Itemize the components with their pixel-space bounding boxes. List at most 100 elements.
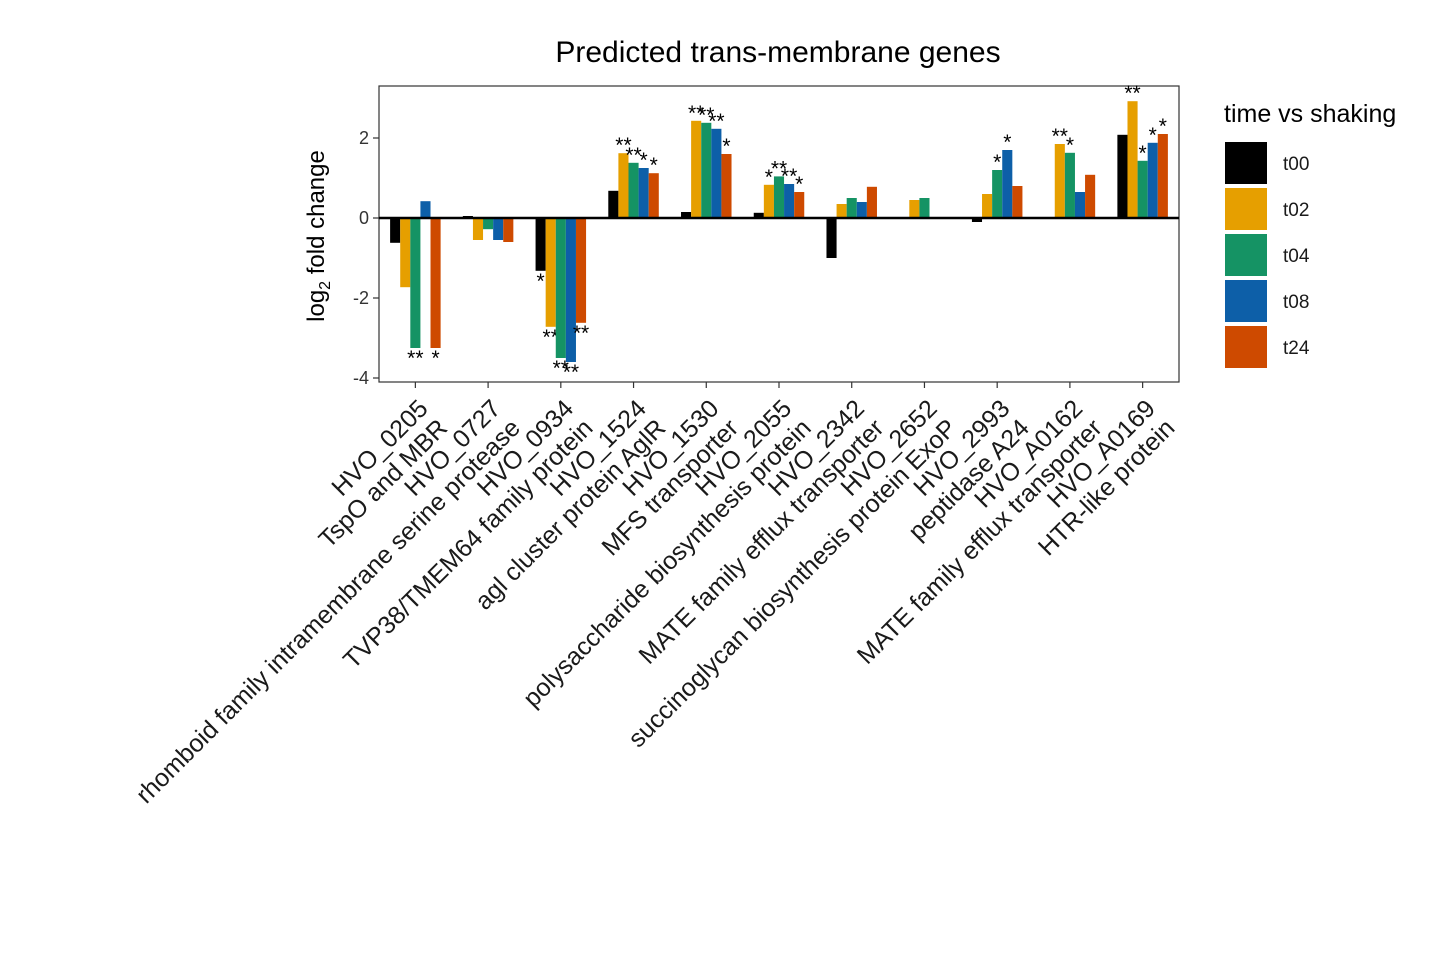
y-tick-label: -4 (353, 368, 369, 388)
significance-label: * (993, 151, 1001, 174)
legend-key-t08 (1225, 280, 1267, 322)
legend-label-t08: t08 (1283, 292, 1309, 313)
bar-t04-HVO_1524 (628, 162, 639, 218)
significance-label: * (1003, 131, 1011, 154)
significance-label: ** (1124, 82, 1140, 105)
bar-t02-HVO_0934 (545, 218, 556, 327)
bar-t00-HVO_2993 (971, 218, 983, 222)
bar-t24-HVO_A0162 (1085, 174, 1096, 218)
bar-t00-HVO_1530 (681, 212, 692, 218)
bar-t02-HVO_1530 (691, 120, 702, 218)
bar-t08-HVO_2055 (784, 184, 795, 218)
significance-label: * (1159, 115, 1167, 138)
significance-label: ** (708, 110, 724, 133)
chart-title: Predicted trans-membrane genes (555, 36, 1000, 69)
bar-t04-HVO_0205 (410, 218, 421, 348)
bar-t00-HVO_1524 (608, 190, 619, 218)
bar-t04-HVO_A0162 (1064, 152, 1075, 218)
bar-t02-HVO_1524 (618, 153, 629, 218)
bar-t04-HVO_0727 (483, 218, 494, 230)
legend-label-t24: t24 (1283, 338, 1310, 359)
significance-label: ** (771, 157, 787, 180)
y-axis-title-main: log (303, 290, 330, 322)
significance-label: ** (553, 357, 569, 380)
significance-label: ** (573, 322, 589, 345)
bar-t00-HVO_2342 (826, 218, 837, 258)
significance-label: ** (543, 326, 559, 349)
y-axis-title-rest: fold change (303, 150, 330, 281)
significance-label: ** (1052, 125, 1068, 148)
bar-t04-HVO_A0169 (1137, 160, 1148, 218)
bar-t08-HVO_A0169 (1147, 142, 1158, 218)
x-tick-label-HVO_0727: HVO_0727rhomboid family intramembrane se… (111, 394, 526, 809)
bar-t02-HVO_0727 (472, 218, 484, 240)
bar-t08-HVO_1524 (638, 168, 649, 218)
significance-label: * (640, 149, 648, 172)
bar-t02-HVO_A0169 (1127, 101, 1138, 218)
bar-t04-HVO_2342 (846, 198, 857, 218)
bar-t04-HVO_0934 (555, 218, 566, 358)
significance-label: * (722, 135, 730, 158)
bar-t24-HVO_2993 (1012, 186, 1023, 218)
legend-label-t02: t02 (1283, 200, 1309, 221)
significance-label: * (765, 166, 773, 189)
legend-key-t02 (1225, 188, 1267, 230)
y-tick-label: -2 (353, 288, 369, 308)
y-tick-label: 2 (359, 128, 369, 148)
bar-t02-HVO_2993 (982, 194, 993, 218)
bar-t24-HVO_2342 (866, 186, 877, 218)
legend-title: time vs shaking (1224, 100, 1396, 128)
plot-area: -4-202************** ******** ** ********* *… (111, 82, 1181, 809)
bar-t02-HVO_2652 (909, 200, 920, 218)
bar-t00-HVO_A0169 (1117, 134, 1128, 218)
bar-t08-HVO_0727 (493, 218, 504, 240)
significance-label: * (795, 173, 803, 196)
bar-t04-HVO_2993 (992, 170, 1003, 218)
significance-label: ** (563, 361, 579, 384)
gene-description: rhomboid family intramembrane serine pro… (131, 414, 526, 809)
significance-label: ** (688, 102, 704, 125)
y-axis-title-subscript: 2 (317, 281, 334, 290)
bar-t24-HVO_A0169 (1157, 134, 1168, 218)
y-axis-title: log2 fold change (303, 150, 334, 322)
legend-label-t04: t04 (1283, 246, 1310, 267)
bar-t02-HVO_0205 (400, 218, 411, 288)
significance-label: * (1149, 124, 1157, 147)
significance-label: ** (625, 144, 641, 167)
bar-t02-HVO_2342 (836, 204, 847, 218)
bar-t08-HVO_A0162 (1074, 192, 1086, 218)
bar-t24-HVO_2055 (794, 192, 805, 218)
bar-t02-HVO_2055 (763, 184, 774, 218)
legend-key-t24 (1225, 326, 1267, 368)
bar-t00-HVO_0205 (390, 218, 401, 243)
significance-label: ** (407, 347, 423, 370)
bar-t00-HVO_0934 (535, 218, 546, 271)
bar-t08-HVO_2993 (1002, 150, 1013, 218)
significance-label: * (650, 154, 658, 177)
bar-t00-HVO_2055 (753, 212, 764, 218)
bar-t24-HVO_0934 (575, 218, 587, 323)
legend-key-t04 (1225, 234, 1267, 276)
significance-label: * (537, 270, 545, 293)
bar-t04-HVO_2055 (773, 176, 785, 218)
bar-t08-HVO_2342 (856, 202, 867, 218)
significance-label: * (1139, 142, 1147, 165)
significance-label: * (431, 347, 439, 370)
significance-label: ** (615, 134, 631, 157)
significance-label: ** (698, 104, 714, 127)
legend-key-t00 (1225, 142, 1267, 184)
bar-t24-HVO_0727 (503, 218, 514, 242)
bar-t24-HVO_0205 (430, 218, 441, 348)
bar-t24-HVO_1524 (648, 173, 659, 218)
bar-t08-HVO_1530 (711, 128, 722, 218)
bar-t04-HVO_2652 (919, 198, 930, 218)
significance-label: * (1066, 134, 1074, 157)
bar-t02-HVO_A0162 (1054, 144, 1065, 218)
legend-label-t00: t00 (1283, 154, 1309, 175)
bar-t08-HVO_0205 (420, 201, 431, 218)
bar-t04-HVO_1530 (701, 122, 712, 218)
legend: time vs shaking t00 t02 t04 t08 t24 (1224, 100, 1396, 368)
significance-label: ** (781, 165, 797, 188)
bar-t24-HVO_1530 (721, 154, 732, 218)
